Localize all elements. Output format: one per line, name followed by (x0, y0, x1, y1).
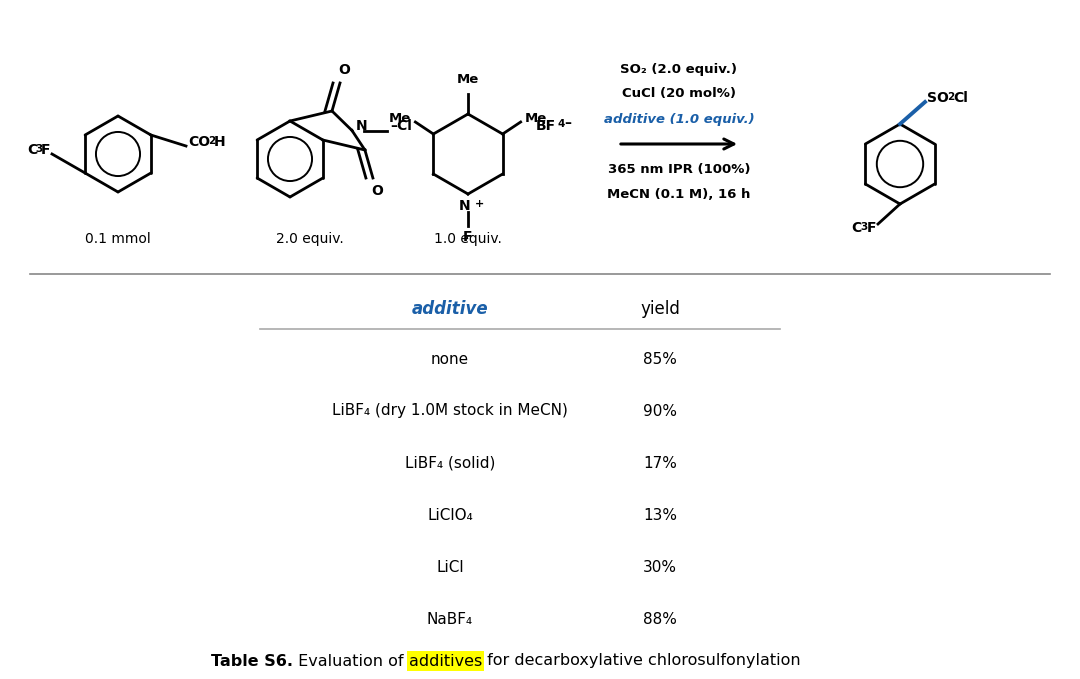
Text: for decarboxylative chlorosulfonylation: for decarboxylative chlorosulfonylation (482, 653, 800, 669)
Text: O: O (338, 63, 350, 77)
Text: 90%: 90% (643, 403, 677, 418)
Text: BF: BF (536, 119, 556, 133)
Text: Cl: Cl (953, 91, 968, 105)
Text: additive: additive (411, 300, 488, 318)
Text: 2: 2 (947, 92, 955, 102)
Text: Evaluation of: Evaluation of (293, 653, 408, 669)
Text: –: – (564, 116, 571, 130)
Text: H: H (214, 135, 226, 149)
Text: SO: SO (927, 91, 949, 105)
Text: 2.0 equiv.: 2.0 equiv. (276, 232, 343, 246)
Text: 4: 4 (558, 119, 565, 129)
Text: 3: 3 (36, 144, 43, 154)
Text: +: + (475, 199, 484, 209)
Text: F: F (866, 221, 876, 235)
Text: LiClO₄: LiClO₄ (427, 507, 473, 523)
Text: 13%: 13% (643, 507, 677, 523)
Text: additives: additives (408, 653, 482, 669)
Text: N: N (459, 199, 471, 213)
Text: CO: CO (188, 135, 211, 149)
Text: Table S6.: Table S6. (211, 653, 293, 669)
Text: 88%: 88% (643, 612, 677, 627)
Text: 17%: 17% (643, 456, 677, 471)
Text: 3: 3 (861, 222, 868, 232)
Text: yield: yield (640, 300, 680, 318)
Text: 1.0 equiv.: 1.0 equiv. (434, 232, 502, 246)
Text: 365 nm IPR (100%): 365 nm IPR (100%) (608, 162, 751, 175)
Text: NaBF₄: NaBF₄ (427, 612, 473, 627)
Text: 0.1 mmol: 0.1 mmol (85, 232, 151, 246)
Text: Me: Me (457, 73, 480, 86)
Text: C: C (852, 221, 862, 235)
Text: none: none (431, 352, 469, 367)
Text: LiBF₄ (solid): LiBF₄ (solid) (405, 456, 496, 471)
Text: F: F (463, 230, 473, 244)
Text: 85%: 85% (643, 352, 677, 367)
Text: SO₂ (2.0 equiv.): SO₂ (2.0 equiv.) (621, 62, 738, 75)
Text: CuCl (20 mol%): CuCl (20 mol%) (622, 88, 735, 100)
Text: O: O (370, 184, 382, 198)
Text: F: F (41, 143, 50, 157)
Text: Me: Me (389, 111, 411, 124)
Text: LiBF₄ (dry 1.0M stock in MeCN): LiBF₄ (dry 1.0M stock in MeCN) (332, 403, 568, 418)
Text: Me: Me (525, 111, 546, 124)
Text: LiCl: LiCl (436, 559, 463, 574)
Text: –Cl: –Cl (390, 120, 411, 134)
Text: 2: 2 (208, 136, 215, 146)
Text: C: C (28, 143, 38, 157)
Text: MeCN (0.1 M), 16 h: MeCN (0.1 M), 16 h (607, 187, 751, 200)
Text: 30%: 30% (643, 559, 677, 574)
Text: N: N (356, 120, 367, 134)
Text: additive (1.0 equiv.): additive (1.0 equiv.) (604, 113, 754, 126)
